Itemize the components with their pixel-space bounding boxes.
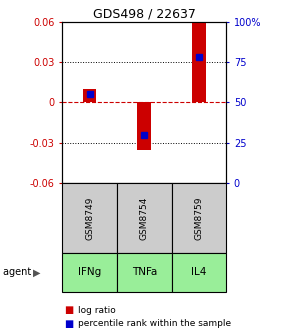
Bar	[192, 22, 206, 102]
Text: IFNg: IFNg	[78, 267, 101, 277]
Text: IL4: IL4	[191, 267, 206, 277]
Bar	[137, 102, 151, 150]
Text: percentile rank within the sample: percentile rank within the sample	[78, 319, 231, 328]
Text: ■: ■	[64, 319, 73, 329]
Bar	[83, 89, 97, 102]
Text: log ratio: log ratio	[78, 306, 116, 314]
Text: ■: ■	[64, 305, 73, 315]
Text: TNFa: TNFa	[132, 267, 157, 277]
Text: GSM8749: GSM8749	[85, 196, 94, 240]
Text: agent: agent	[3, 267, 34, 277]
Title: GDS498 / 22637: GDS498 / 22637	[93, 8, 196, 21]
Text: ▶: ▶	[33, 267, 41, 277]
Text: GSM8754: GSM8754	[140, 196, 149, 240]
Text: GSM8759: GSM8759	[194, 196, 203, 240]
